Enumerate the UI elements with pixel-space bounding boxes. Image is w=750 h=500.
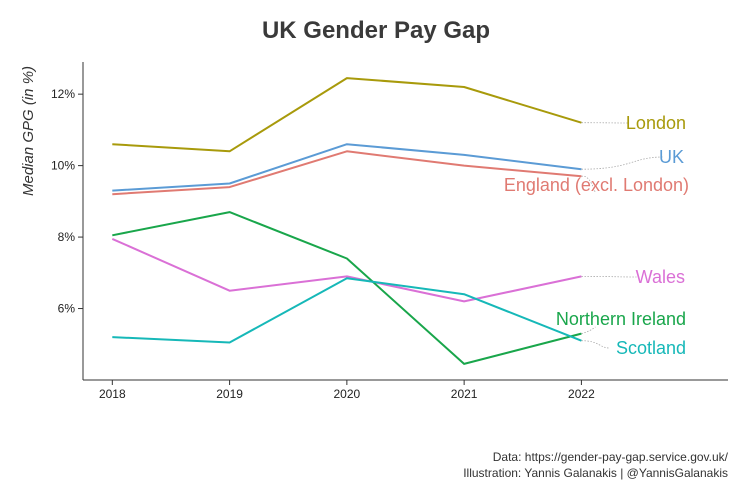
label-leaders (581, 122, 664, 349)
caption-data-source: Data: https://gender-pay-gap.service.gov… (493, 450, 729, 464)
leader-line-northern-ireland (581, 326, 596, 334)
series-label-london: London (626, 113, 686, 133)
series-line-scotland (112, 277, 582, 344)
series-label-scotland: Scotland (616, 338, 686, 358)
series-label-northern-ireland: Northern Ireland (556, 309, 686, 329)
y-tick-label: 6% (58, 302, 76, 316)
series-line-london (112, 77, 582, 153)
series-line-uk (112, 143, 582, 192)
leader-line-wales (581, 276, 637, 278)
x-tick-label: 2021 (451, 387, 478, 401)
caption-illustration: Illustration: Yannis Galanakis | @Yannis… (463, 466, 728, 480)
y-tick-label: 10% (51, 159, 75, 173)
series-line-england-excl-london (112, 150, 582, 196)
leader-line-scotland (581, 340, 610, 349)
series-label-uk: UK (659, 147, 684, 167)
y-tick-label: 8% (58, 230, 76, 244)
x-tick-label: 2019 (216, 387, 243, 401)
series-labels: London UK England (excl. London) Wales North… (504, 113, 689, 358)
x-ticks: 2018 2019 2020 2021 2022 (99, 380, 595, 401)
chart-title: UK Gender Pay Gap (262, 17, 490, 44)
y-axis-label: Median GPG (in %) (20, 66, 37, 196)
series-lines (111, 77, 582, 365)
series-line-northern-ireland (112, 211, 582, 365)
x-tick-label: 2020 (334, 387, 361, 401)
series-label-england-excl-london: England (excl. London) (504, 175, 689, 195)
series-label-wales: Wales (636, 267, 685, 287)
x-tick-label: 2018 (99, 387, 126, 401)
series-line-wales (111, 237, 582, 303)
y-tick-label: 12% (51, 87, 75, 101)
leader-line-england-excl-london (581, 175, 596, 194)
x-tick-label: 2022 (568, 387, 595, 401)
y-ticks: 6% 8% 10% 12% (51, 87, 83, 316)
leader-line-uk (581, 156, 664, 170)
